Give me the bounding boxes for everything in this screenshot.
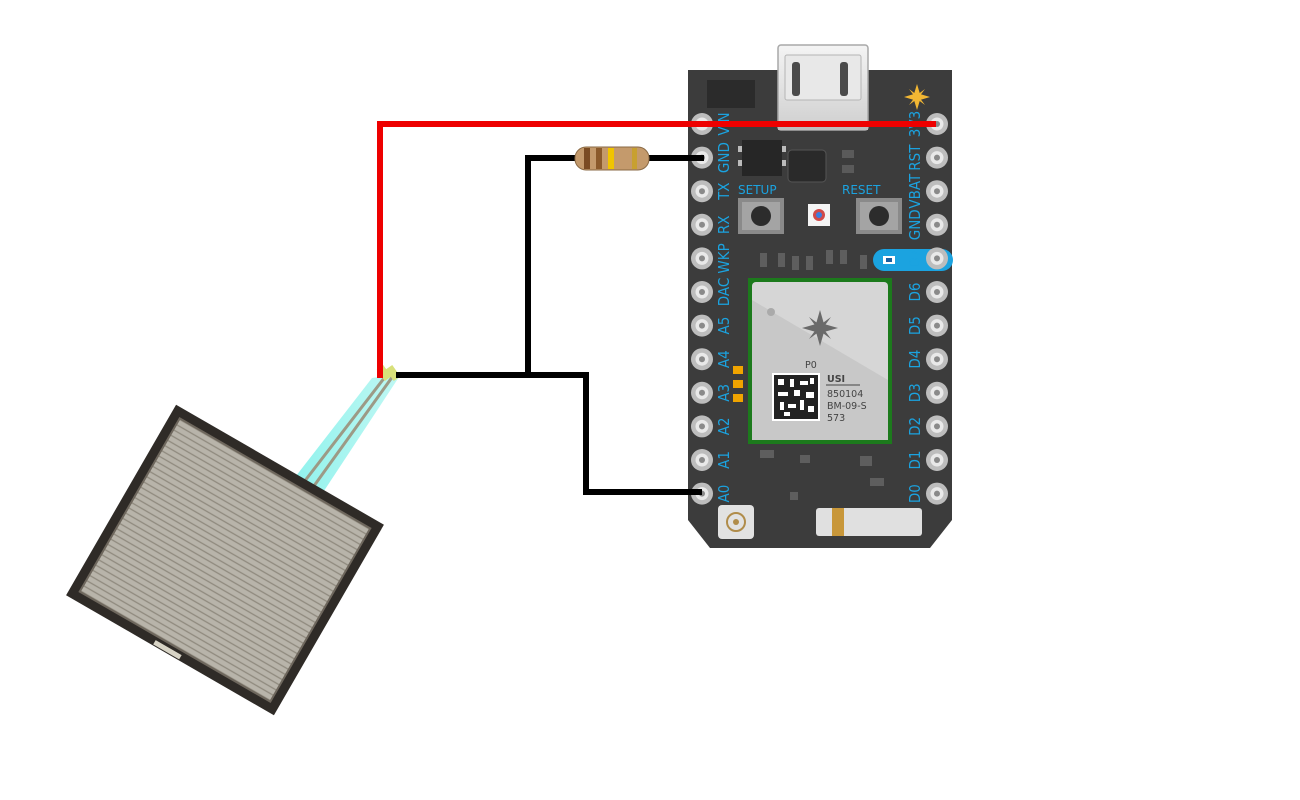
pin-label-rx: RX bbox=[715, 215, 733, 234]
pin-label-a3: A3 bbox=[715, 384, 733, 402]
pin-hole-left-a1 bbox=[691, 449, 713, 471]
reset-button[interactable] bbox=[856, 198, 902, 234]
pin-label-right-vbat: VBAT bbox=[906, 173, 924, 209]
signal-wire-a0 bbox=[396, 372, 702, 495]
module-line1: 850104 bbox=[827, 389, 863, 400]
module-star-icon bbox=[802, 310, 838, 346]
pin-label-gnd: GND bbox=[715, 142, 733, 173]
pin-label-a5: A5 bbox=[715, 317, 733, 335]
power-wire bbox=[377, 121, 936, 378]
pin-hole-left-rx bbox=[691, 213, 713, 236]
setup-button-label: SETUP bbox=[738, 183, 777, 197]
pin-hole-right-d2 bbox=[926, 415, 948, 438]
pin-hole-right-d3 bbox=[926, 381, 948, 404]
pin-label-dac: DAC bbox=[715, 278, 733, 307]
pin-label-right-rst: RST bbox=[906, 144, 924, 171]
usb-connector-icon bbox=[777, 44, 869, 131]
photon-board: SETUP RESET bbox=[688, 44, 953, 548]
p0-module: P0 USI 850104 BM-09-S 573 bbox=[748, 278, 892, 444]
resistor-wire-left bbox=[525, 155, 580, 375]
pin-label-right-d4: D4 bbox=[906, 350, 924, 369]
module-line2: BM-09-S bbox=[827, 401, 867, 412]
pin-hole-left-wkp bbox=[691, 247, 713, 270]
pin-hole-left-tx bbox=[691, 180, 713, 203]
pin-hole-right-d4 bbox=[926, 348, 948, 371]
pin-hole-right-vbat bbox=[926, 180, 948, 203]
pin-hole-right-d6 bbox=[926, 281, 948, 303]
pin-label-right-d7: D7 bbox=[906, 249, 924, 268]
pin-label-right-d5: D5 bbox=[906, 316, 924, 335]
pin-hole-left-a5 bbox=[691, 314, 713, 337]
pin-hole-left-a2 bbox=[691, 415, 713, 438]
setup-button[interactable] bbox=[738, 198, 784, 234]
pin-label-right-gnd: GND bbox=[906, 209, 924, 240]
force-sensitive-resistor-icon bbox=[66, 364, 401, 716]
pin-label-right-d6: D6 bbox=[906, 283, 924, 302]
pin-hole-right-3v3 bbox=[926, 113, 948, 135]
pin-hole-right-d0 bbox=[926, 482, 948, 505]
pin-hole-left-a4 bbox=[691, 348, 713, 371]
pin-label-wkp: WKP bbox=[715, 243, 733, 273]
pin-hole-right-gnd bbox=[926, 213, 948, 236]
module-line3: 573 bbox=[827, 413, 845, 424]
pin-label-tx: TX bbox=[715, 182, 733, 200]
pin-label-a2: A2 bbox=[715, 417, 733, 435]
pin-hole-right-d5 bbox=[926, 314, 948, 337]
reset-button-label: RESET bbox=[842, 183, 881, 197]
pin-label-a0: A0 bbox=[715, 485, 733, 503]
module-name: P0 bbox=[805, 360, 817, 371]
pin-label-a4: A4 bbox=[715, 350, 733, 368]
qr-code-icon bbox=[772, 373, 820, 421]
pin-hole-left-dac bbox=[691, 281, 713, 303]
pin-hole-right-rst bbox=[926, 146, 948, 169]
pin-hole-right-d1 bbox=[926, 449, 948, 471]
pin-label-right-d0: D0 bbox=[906, 484, 924, 503]
pin-hole-left-a3 bbox=[691, 381, 713, 404]
rgb-led-icon bbox=[808, 204, 830, 226]
resistor-icon bbox=[574, 146, 650, 171]
pin-label-right-d3: D3 bbox=[906, 383, 924, 402]
pin-label-right-d1: D1 bbox=[906, 451, 924, 470]
module-brand: USI bbox=[827, 374, 845, 385]
pin-label-right-d2: D2 bbox=[906, 417, 924, 436]
antenna-connector-icon bbox=[718, 505, 754, 539]
wires bbox=[377, 121, 936, 495]
pin-label-a1: A1 bbox=[715, 451, 733, 469]
pin-hole-right-d7 bbox=[926, 247, 948, 270]
particle-star-logo-icon bbox=[904, 84, 930, 110]
